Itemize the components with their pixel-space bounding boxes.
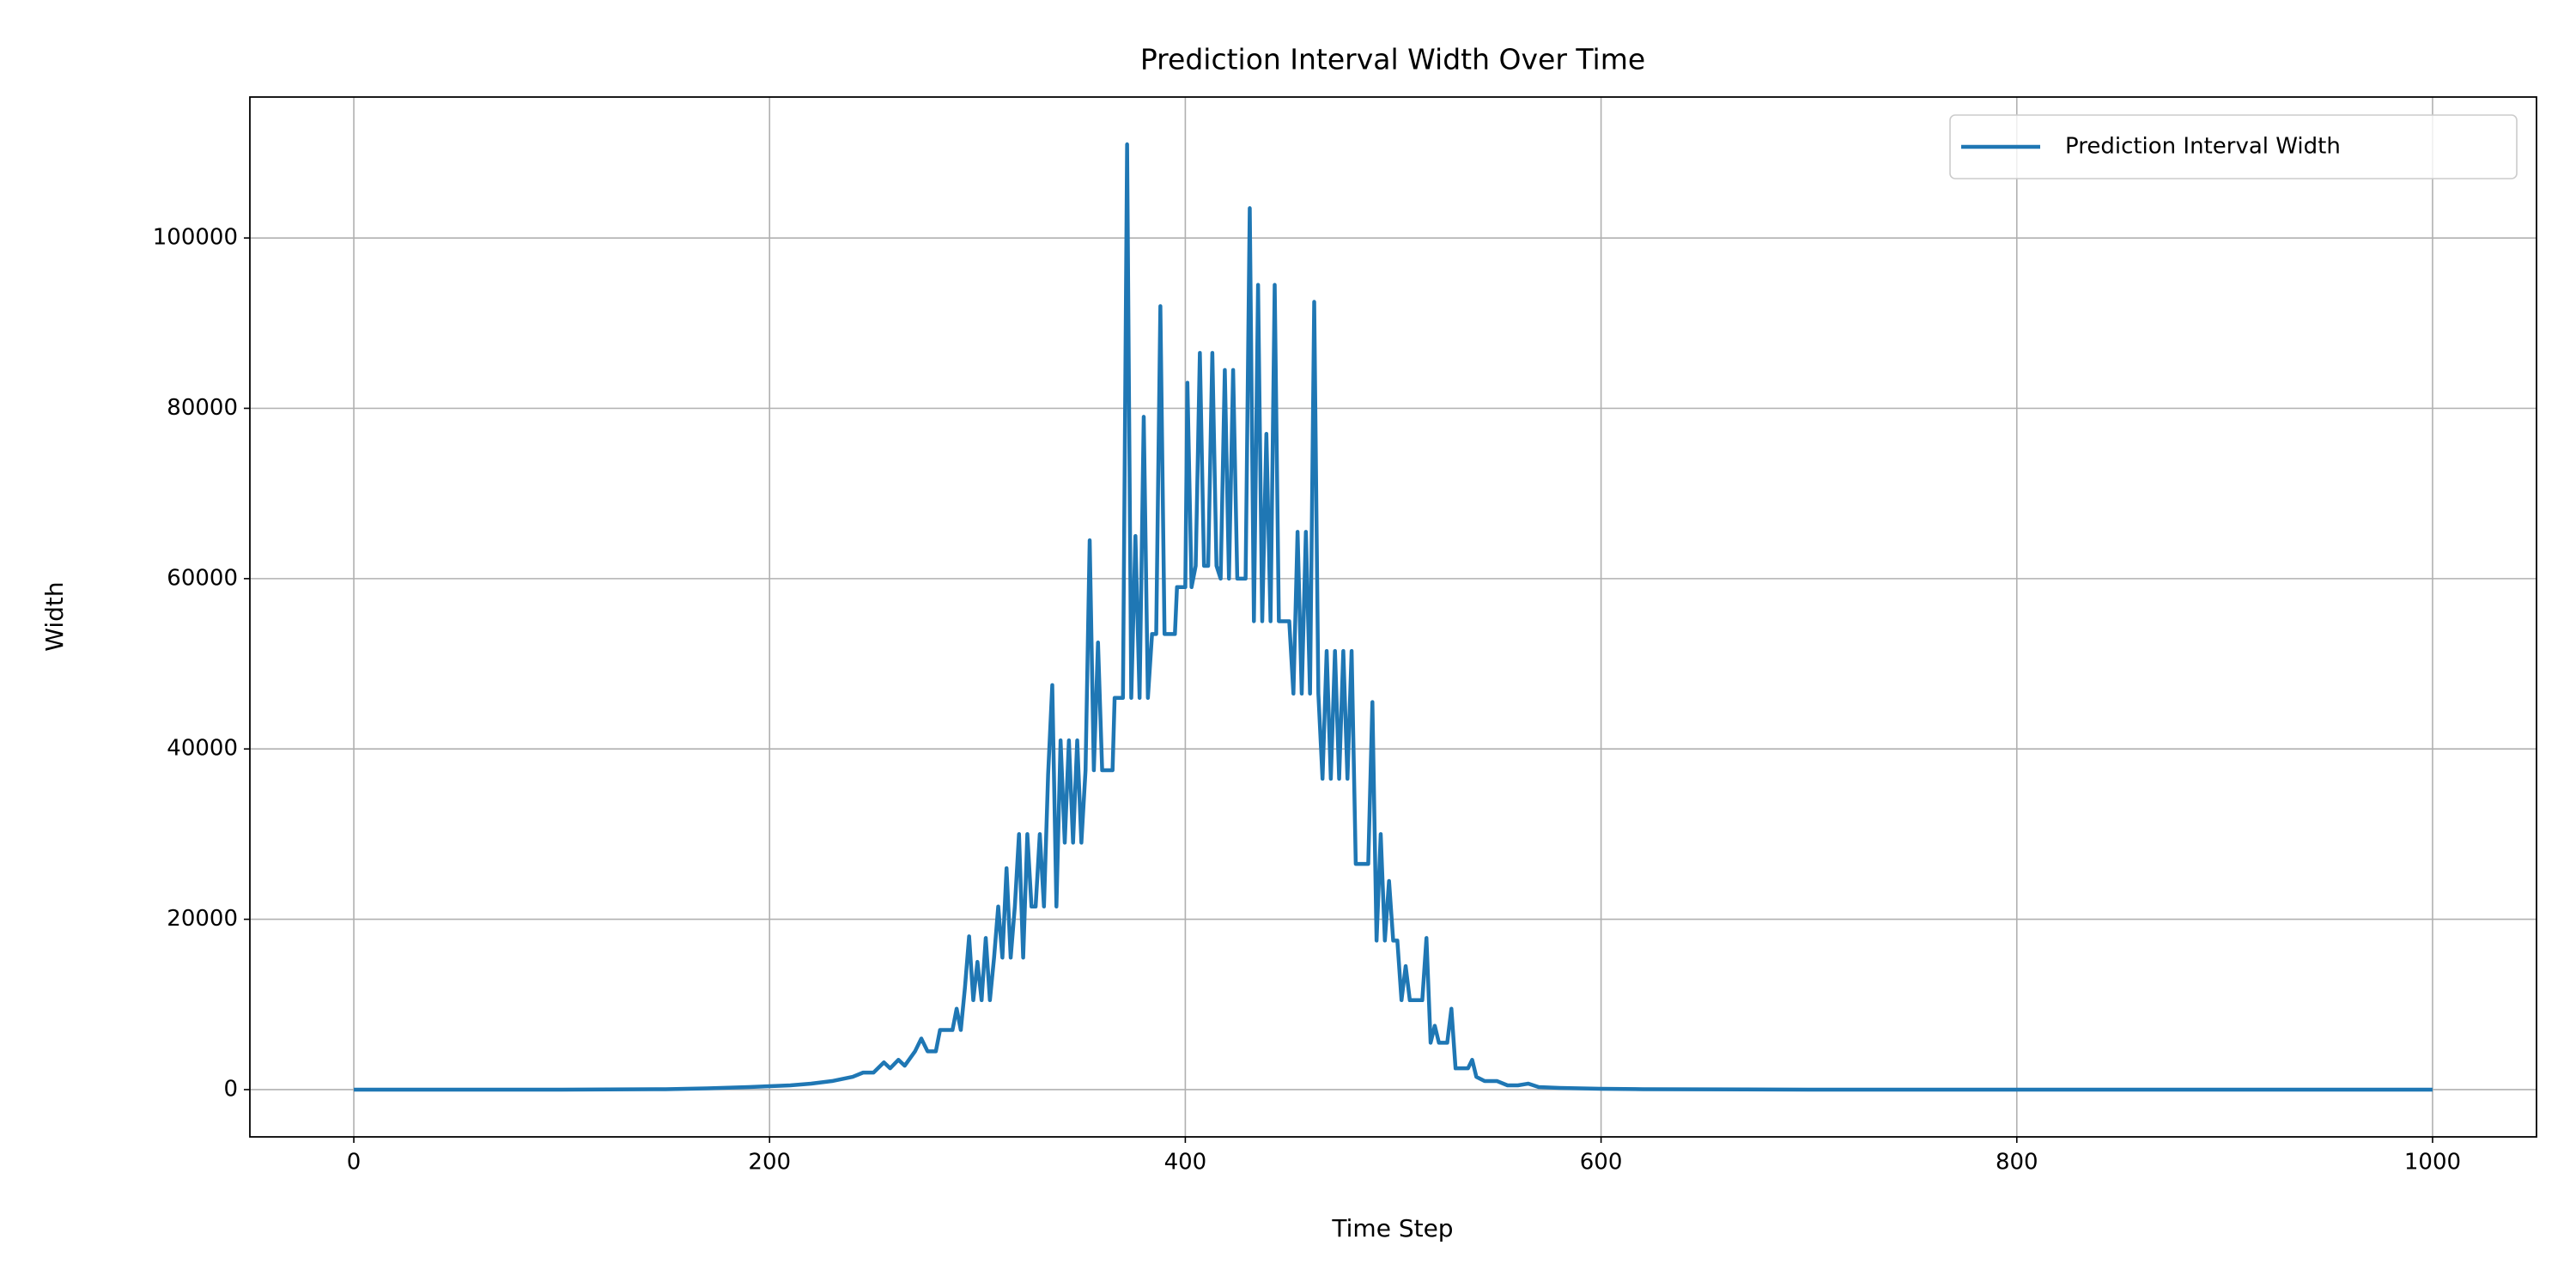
- y-tick-label: 0: [223, 1076, 238, 1102]
- y-axis-label: Width: [40, 581, 69, 651]
- y-tick-label: 100000: [153, 225, 238, 251]
- x-tick-label: 400: [1164, 1150, 1207, 1176]
- legend-box: [1949, 114, 2518, 179]
- x-tick-label: 600: [1580, 1150, 1623, 1176]
- data-line: [354, 142, 2433, 1092]
- x-tick-label: 200: [748, 1150, 791, 1176]
- x-tick-label: 1000: [2404, 1150, 2461, 1176]
- y-tick-label: 40000: [167, 736, 238, 762]
- x-tick-label: 800: [1996, 1150, 2038, 1176]
- y-tick-label: 60000: [167, 565, 238, 591]
- legend-label: Prediction Interval Width: [2065, 134, 2341, 160]
- chart-title: Prediction Interval Width Over Time: [1140, 43, 1645, 76]
- x-tick-label: 0: [347, 1150, 361, 1176]
- plot-frame: [249, 96, 2537, 1138]
- x-axis-label: Time Step: [1331, 1214, 1453, 1242]
- y-tick-label: 80000: [167, 395, 238, 421]
- y-tick-label: 20000: [167, 906, 238, 932]
